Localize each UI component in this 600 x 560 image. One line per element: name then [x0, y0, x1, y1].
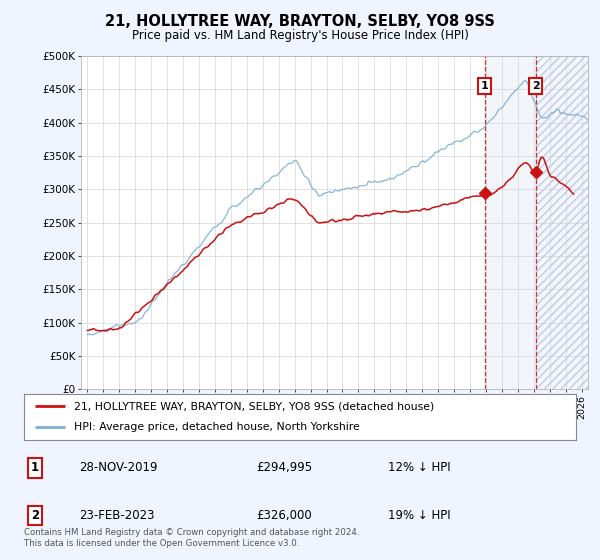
Text: 2: 2	[532, 81, 539, 91]
Text: 1: 1	[31, 461, 39, 474]
Bar	[536, 56, 590, 389]
Text: £326,000: £326,000	[256, 509, 311, 522]
Text: 19% ↓ HPI: 19% ↓ HPI	[388, 509, 451, 522]
Text: 1: 1	[481, 81, 488, 91]
Text: 2: 2	[31, 509, 39, 522]
Text: HPI: Average price, detached house, North Yorkshire: HPI: Average price, detached house, Nort…	[74, 422, 359, 432]
Text: 21, HOLLYTREE WAY, BRAYTON, SELBY, YO8 9SS: 21, HOLLYTREE WAY, BRAYTON, SELBY, YO8 9…	[105, 14, 495, 29]
Text: £294,995: £294,995	[256, 461, 312, 474]
Text: Contains HM Land Registry data © Crown copyright and database right 2024.
This d: Contains HM Land Registry data © Crown c…	[24, 528, 359, 548]
Text: Price paid vs. HM Land Registry's House Price Index (HPI): Price paid vs. HM Land Registry's House …	[131, 29, 469, 42]
Bar	[536, 56, 590, 389]
Text: 23-FEB-2023: 23-FEB-2023	[79, 509, 155, 522]
Text: 12% ↓ HPI: 12% ↓ HPI	[388, 461, 451, 474]
Bar	[485, 56, 536, 389]
Text: 21, HOLLYTREE WAY, BRAYTON, SELBY, YO8 9SS (detached house): 21, HOLLYTREE WAY, BRAYTON, SELBY, YO8 9…	[74, 401, 434, 411]
Text: 28-NOV-2019: 28-NOV-2019	[79, 461, 158, 474]
